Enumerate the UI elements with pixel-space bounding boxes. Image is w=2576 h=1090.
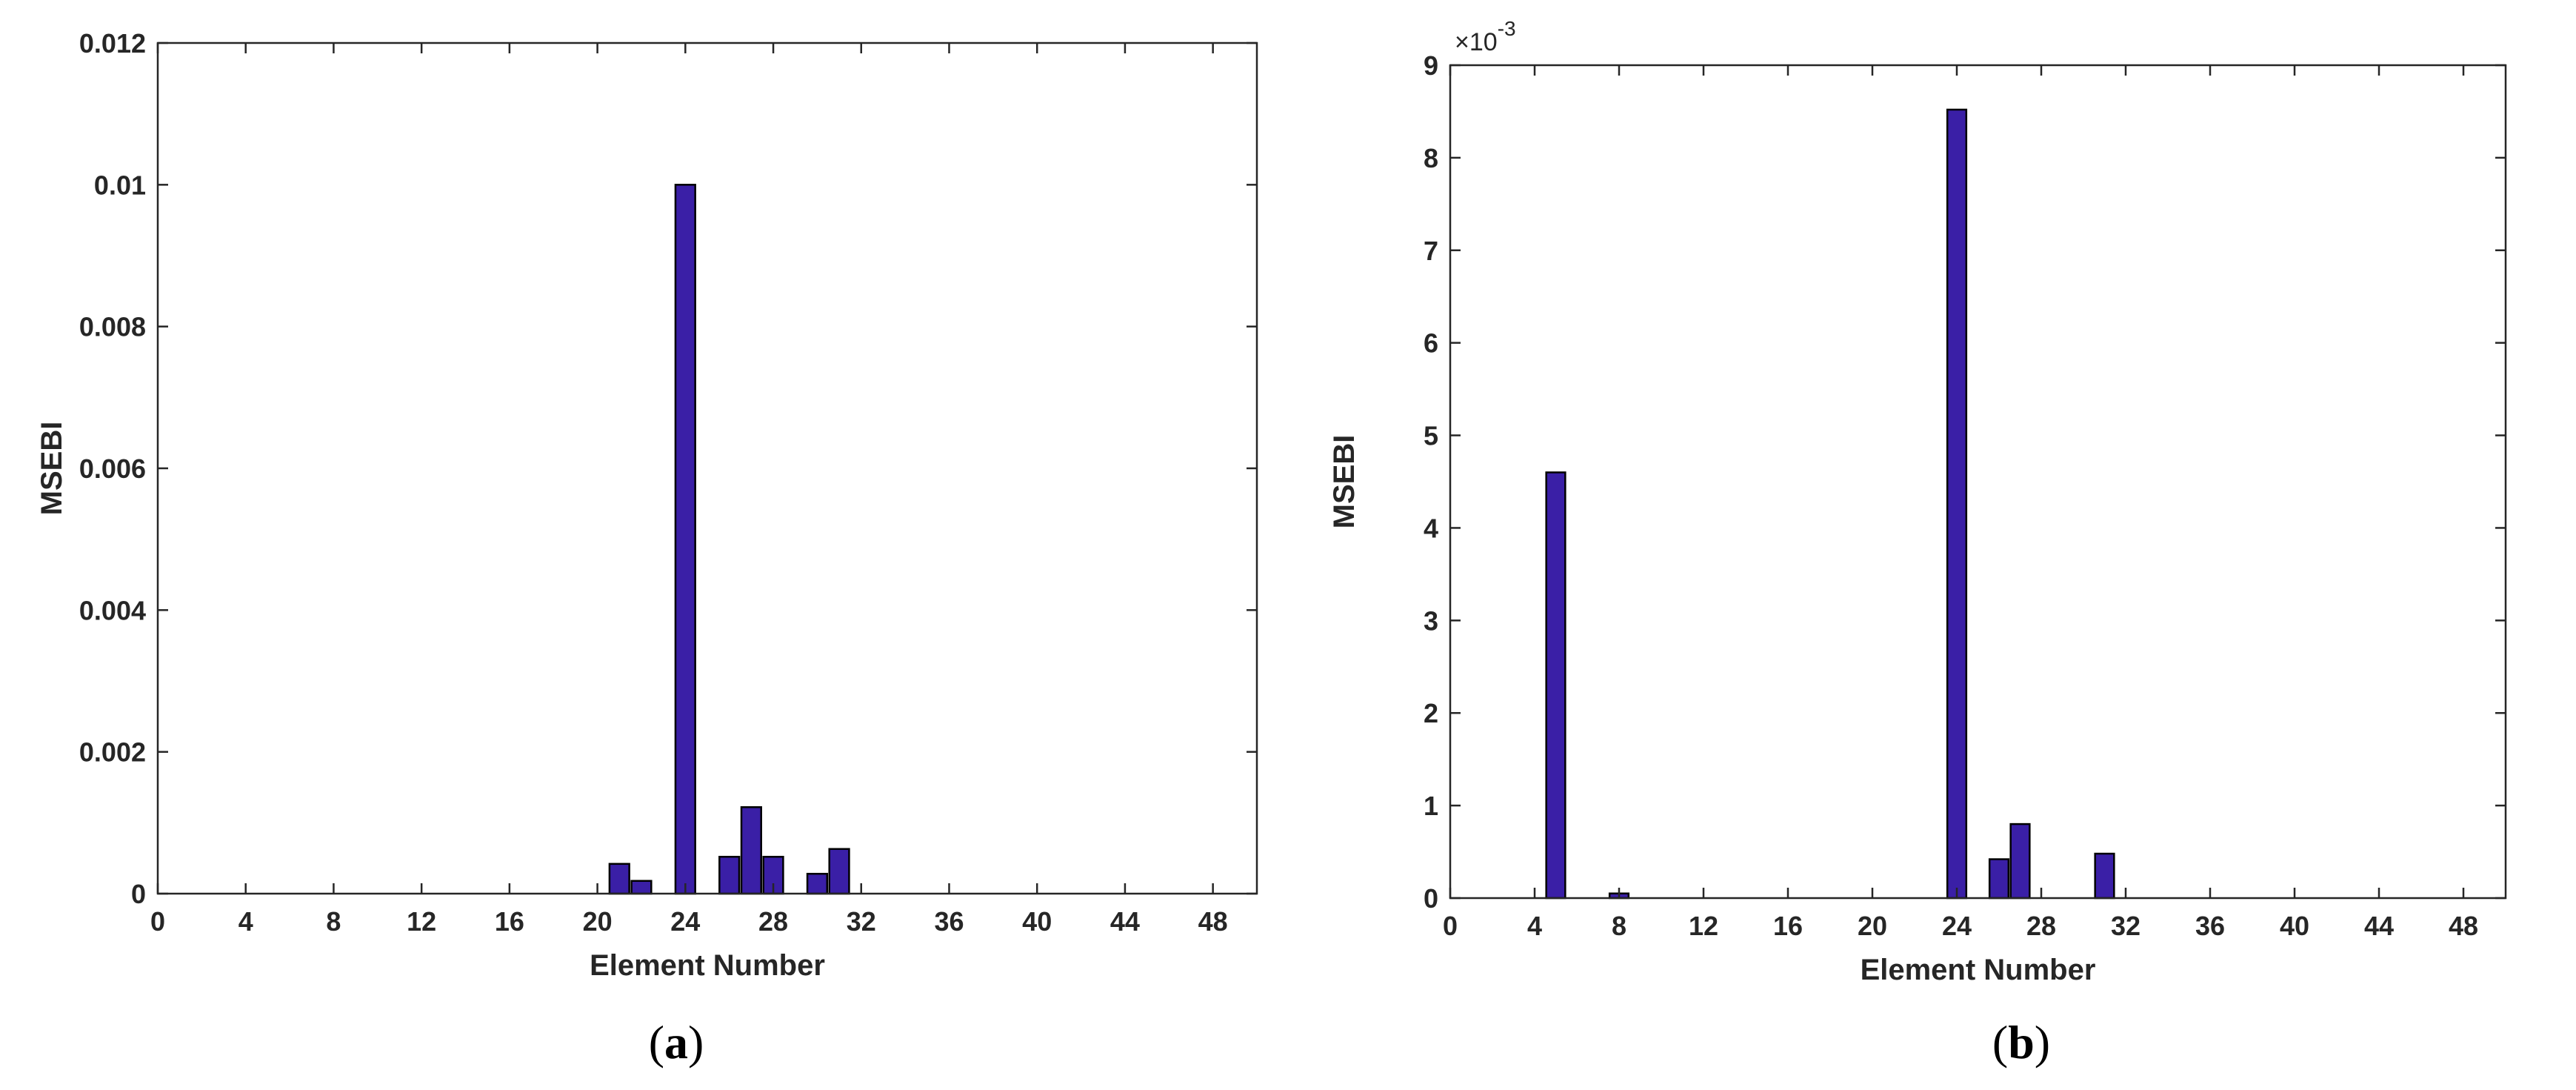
y-tick-label: 0.012 <box>79 28 146 59</box>
x-tick-label: 28 <box>2026 911 2056 941</box>
x-tick-label: 36 <box>2195 911 2225 941</box>
x-tick-label: 44 <box>1110 906 1140 937</box>
y-tick-label: 5 <box>1424 421 1438 451</box>
y-tick-label: 7 <box>1424 236 1438 266</box>
panel-caption: (a) <box>649 1016 704 1069</box>
bar <box>1545 471 1566 900</box>
x-tick-label: 16 <box>1773 911 1803 941</box>
y-tick-label: 3 <box>1424 605 1438 636</box>
x-axis-title: Element Number <box>590 949 825 982</box>
x-tick-label: 40 <box>1022 906 1052 937</box>
caption-letter: b <box>2008 1016 2035 1069</box>
x-tick-label: 0 <box>150 906 165 937</box>
x-tick-label: 4 <box>1527 911 1542 941</box>
y-tick-label: 2 <box>1424 698 1438 728</box>
chart-panel-a: 0 4 8 12 16 20 24 28 32 36 40 44 48 0 0.002 0.004 0.006 0… <box>36 28 1258 1069</box>
x-tick-label: 48 <box>2449 911 2478 941</box>
x-tick-label: 20 <box>1858 911 1887 941</box>
bar <box>806 872 829 895</box>
y-tick-label: 9 <box>1424 50 1438 81</box>
bar <box>718 856 741 895</box>
bar <box>740 806 762 895</box>
bar <box>630 880 653 895</box>
y-tick-label: 4 <box>1424 513 1438 543</box>
y-axis-title: MSEBI <box>36 422 68 516</box>
x-tick-label: 16 <box>495 906 524 937</box>
x-tick-label: 12 <box>407 906 436 937</box>
x-tick-label: 0 <box>1443 911 1458 941</box>
y-tick-label: 0 <box>131 879 146 909</box>
bar <box>1988 858 2010 900</box>
x-tick-label: 20 <box>583 906 613 937</box>
bar <box>1946 108 1968 900</box>
bar <box>2094 852 2115 900</box>
bar-chart-b: 0 4 8 12 16 20 24 28 32 36 40 44 480123456789×10-3El… <box>1328 17 2507 1069</box>
caption-open-paren: ( <box>1992 1016 2008 1069</box>
plot-frame <box>156 41 1258 895</box>
x-tick-label: 24 <box>1942 911 1972 941</box>
caption-close-paren: ) <box>2035 1016 2050 1069</box>
y-tick-label: 0.01 <box>94 170 146 200</box>
x-tick-label: 8 <box>1612 911 1626 941</box>
bar <box>2009 823 2031 900</box>
x-tick-label: 40 <box>2280 911 2309 941</box>
x-axis-title: Element Number <box>1861 954 2096 986</box>
y-tick-label: 0.002 <box>79 737 146 768</box>
x-tick-label: 44 <box>2364 911 2394 941</box>
x-tick-label: 12 <box>1689 911 1718 941</box>
x-tick-label: 8 <box>326 906 341 937</box>
x-tick-label: 24 <box>670 906 700 937</box>
y-tick-label: 1 <box>1424 791 1438 821</box>
bar <box>608 863 630 895</box>
x-tick-label: 32 <box>847 906 876 937</box>
y-tick-label: 8 <box>1424 143 1438 173</box>
y-tick-label: 0.008 <box>79 312 146 342</box>
x-tick-label: 4 <box>238 906 253 937</box>
y-tick-label: 0 <box>1424 883 1438 914</box>
y-tick-label: 0.006 <box>79 453 146 484</box>
plot-frame <box>1449 64 2507 900</box>
y-exponent-label: ×10-3 <box>1455 17 1516 56</box>
x-tick-label: 28 <box>758 906 788 937</box>
y-exponent-power: -3 <box>1498 17 1516 40</box>
y-tick-label: 0.004 <box>79 595 146 625</box>
bar <box>674 184 696 895</box>
x-tick-label: 48 <box>1198 906 1228 937</box>
bar <box>828 848 850 895</box>
y-tick-label: 6 <box>1424 328 1438 359</box>
panel-caption: (b) <box>1992 1016 2050 1069</box>
caption-close-paren: ) <box>688 1016 704 1069</box>
y-exponent-base: ×10 <box>1455 28 1498 56</box>
x-tick-label: 36 <box>934 906 964 937</box>
chart-panel-b: 0 4 8 12 16 20 24 28 32 36 40 44 48 0 1 2 3 4 5 6 7 8 9 ×10-3 El… <box>1288 0 2576 1090</box>
caption-letter: a <box>664 1016 688 1069</box>
x-tick-label: 32 <box>2111 911 2140 941</box>
bar-chart-a: 0 4 8 12 16 20 24 28 32 36 40 44 4800.0020.0040.0060… <box>36 28 1258 1069</box>
caption-open-paren: ( <box>649 1016 664 1069</box>
y-axis-title: MSEBI <box>1328 435 1361 529</box>
